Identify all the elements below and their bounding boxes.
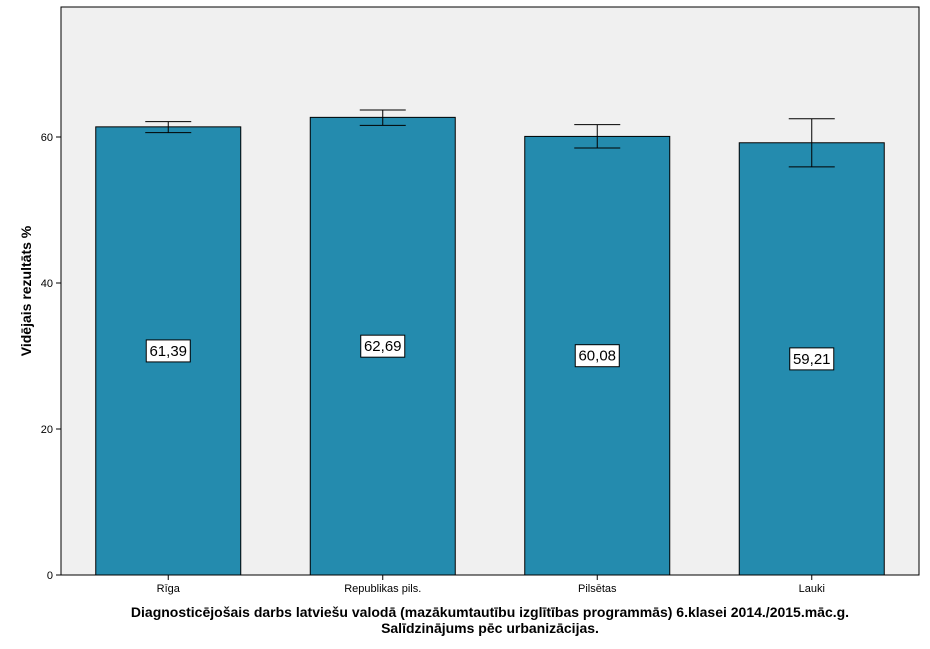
data-label-box	[574, 344, 620, 368]
data-label-value: 61,39	[149, 343, 187, 360]
error-bars-group	[145, 109, 835, 168]
x-tick-label: Rīga	[157, 583, 181, 595]
y-tick-label: 40	[41, 278, 53, 290]
x-tick-label: Lauki	[799, 583, 825, 595]
data-label: 60,08	[574, 344, 620, 368]
y-tick-label: 60	[41, 132, 53, 144]
x-axis-title: Diagnosticējošais darbs latviešu valodā …	[131, 604, 849, 620]
data-label-box	[360, 334, 406, 358]
x-tick-label: Republikas pils.	[344, 583, 421, 595]
data-label-box	[789, 347, 835, 371]
data-label-value: 59,21	[793, 351, 831, 368]
y-axis-title: Vidējais rezultāts %	[18, 225, 34, 356]
data-label-value: 60,08	[578, 348, 616, 365]
y-tick-label: 0	[47, 570, 53, 582]
data-label-value: 62,69	[364, 338, 402, 355]
data-label: 62,69	[360, 334, 406, 358]
y-axis: 0 20 40 60	[41, 132, 61, 582]
error-bar	[788, 118, 835, 168]
data-label: 61,39	[145, 339, 191, 363]
y-tick-label: 20	[41, 424, 53, 436]
data-label-box	[145, 339, 191, 363]
error-bar	[574, 124, 621, 149]
x-axis: Rīga Republikas pils. Pilsētas Lauki	[157, 575, 825, 595]
error-bar	[145, 121, 192, 134]
x-tick-label: Pilsētas	[578, 583, 617, 595]
error-bar	[359, 109, 406, 126]
x-axis-title-line-2: Salīdzinājums pēc urbanizācijas.	[381, 620, 599, 636]
data-label: 59,21	[789, 347, 835, 371]
data-labels-group: 61,39 62,69 60,08 59,21	[145, 334, 835, 371]
